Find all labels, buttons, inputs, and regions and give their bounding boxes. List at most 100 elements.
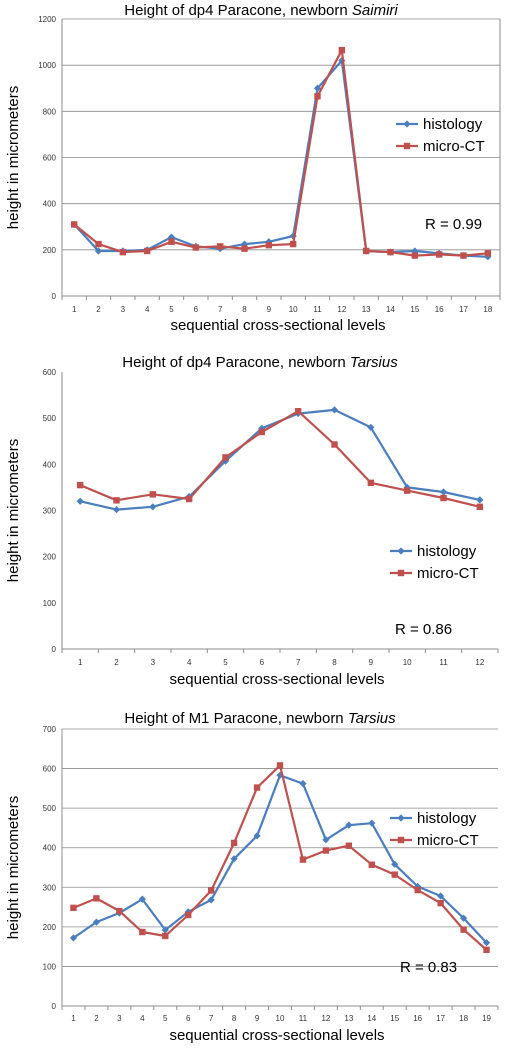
data-point bbox=[411, 252, 419, 259]
data-point bbox=[113, 497, 120, 504]
x-tick-label: 4 bbox=[140, 1014, 145, 1023]
x-tick-label: 8 bbox=[242, 305, 247, 314]
data-point bbox=[294, 408, 302, 415]
data-point bbox=[484, 250, 492, 257]
y-tick-label: 200 bbox=[43, 246, 57, 255]
data-point bbox=[460, 926, 467, 933]
y-tick-label: 200 bbox=[43, 923, 57, 932]
data-point bbox=[168, 238, 175, 245]
data-point bbox=[112, 505, 121, 514]
y-tick-label: 800 bbox=[43, 107, 57, 116]
data-point bbox=[162, 932, 169, 940]
data-point bbox=[116, 907, 123, 915]
data-point bbox=[403, 483, 411, 492]
x-tick-label: 14 bbox=[386, 305, 395, 314]
series-histology bbox=[69, 771, 491, 947]
chart-title-taxon: Tarsius bbox=[348, 710, 396, 727]
data-point bbox=[314, 93, 321, 100]
y-tick-label: 1200 bbox=[38, 15, 56, 24]
data-point bbox=[207, 887, 215, 894]
x-tick-label: 16 bbox=[435, 305, 444, 314]
series-micro-ct bbox=[70, 46, 492, 259]
chart-title: Height of dp4 Paracone, newborn Tarsius bbox=[122, 354, 398, 371]
x-tick-label: 1 bbox=[71, 1014, 76, 1023]
chart-title-text: Height of M1 Paracone, newborn bbox=[124, 710, 347, 727]
correlation-annotation: R = 0.83 bbox=[400, 959, 457, 976]
x-tick-label: 11 bbox=[299, 1014, 308, 1023]
data-point bbox=[70, 221, 78, 228]
legend-label: histology bbox=[417, 543, 477, 560]
correlation-annotation: R = 0.99 bbox=[425, 216, 482, 233]
data-point bbox=[289, 232, 297, 240]
y-tick-label: 300 bbox=[43, 507, 57, 516]
legend: histology micro-CT bbox=[390, 543, 479, 582]
x-tick-label: 12 bbox=[321, 1014, 330, 1023]
legend-marker bbox=[397, 569, 405, 577]
data-point bbox=[149, 503, 157, 511]
y-tick-label: 700 bbox=[43, 725, 57, 734]
chart-title-taxon: Saimiri bbox=[352, 2, 399, 19]
y-axis-label: height in micrometers bbox=[5, 439, 22, 582]
x-tick-label: 7 bbox=[209, 1014, 214, 1023]
x-tick-label: 9 bbox=[267, 305, 272, 314]
series-line bbox=[73, 59, 488, 258]
series-line bbox=[73, 764, 488, 951]
y-axis-label: height in micrometers bbox=[5, 796, 22, 939]
y-tick-label: 0 bbox=[52, 292, 57, 301]
data-point bbox=[476, 496, 484, 504]
x-tick-label: 11 bbox=[439, 658, 448, 667]
data-point bbox=[367, 423, 375, 431]
data-point bbox=[387, 248, 394, 256]
y-tick-label: 400 bbox=[43, 844, 57, 853]
data-point bbox=[414, 882, 422, 891]
x-tick-label: 4 bbox=[145, 305, 150, 314]
y-tick-label: 100 bbox=[43, 962, 57, 971]
data-point bbox=[322, 836, 330, 844]
series-line bbox=[73, 49, 488, 257]
x-tick-label: 3 bbox=[151, 658, 156, 667]
data-point bbox=[230, 855, 238, 863]
data-point bbox=[330, 406, 339, 414]
data-point bbox=[185, 495, 193, 503]
chart-title-taxon: Tarsius bbox=[350, 354, 398, 371]
data-point bbox=[149, 491, 157, 498]
y-tick-label: 200 bbox=[43, 553, 57, 562]
x-tick-label: 19 bbox=[482, 1014, 491, 1023]
data-point bbox=[299, 780, 307, 788]
data-point bbox=[241, 245, 248, 252]
x-tick-label: 2 bbox=[114, 658, 119, 667]
data-point bbox=[459, 914, 468, 922]
data-point bbox=[414, 886, 421, 894]
data-point bbox=[265, 242, 273, 249]
x-tick-label: 3 bbox=[121, 305, 126, 314]
y-tick-label: 0 bbox=[52, 1002, 57, 1011]
data-point bbox=[338, 46, 346, 54]
x-tick-label: 5 bbox=[223, 658, 228, 667]
x-tick-label: 10 bbox=[276, 1014, 285, 1023]
data-point bbox=[69, 934, 78, 942]
x-tick-label: 1 bbox=[72, 305, 77, 314]
series-line bbox=[79, 408, 481, 511]
legend-label: micro-CT bbox=[423, 138, 485, 155]
data-point bbox=[207, 896, 215, 904]
y-tick-label: 600 bbox=[43, 368, 57, 377]
x-tick-label: 5 bbox=[169, 305, 174, 314]
data-point bbox=[119, 248, 127, 256]
x-tick-label: 14 bbox=[367, 1014, 376, 1023]
x-tick-label: 10 bbox=[403, 658, 412, 667]
x-tick-label: 10 bbox=[289, 305, 298, 314]
x-tick-label: 15 bbox=[410, 305, 419, 314]
data-point bbox=[460, 252, 467, 259]
chart-title-text: Height of dp4 Paracone, newborn bbox=[122, 354, 350, 371]
data-point bbox=[76, 497, 84, 505]
x-tick-label: 18 bbox=[483, 305, 492, 314]
data-point bbox=[483, 946, 490, 954]
series-micro-ct bbox=[70, 762, 490, 954]
data-point bbox=[391, 871, 398, 878]
chart-title: Height of dp4 Paracone, newborn Saimiri bbox=[124, 2, 398, 19]
x-tick-label: 6 bbox=[260, 658, 265, 667]
y-tick-label: 1000 bbox=[38, 61, 56, 70]
x-tick-label: 12 bbox=[475, 658, 484, 667]
data-point bbox=[313, 84, 322, 92]
